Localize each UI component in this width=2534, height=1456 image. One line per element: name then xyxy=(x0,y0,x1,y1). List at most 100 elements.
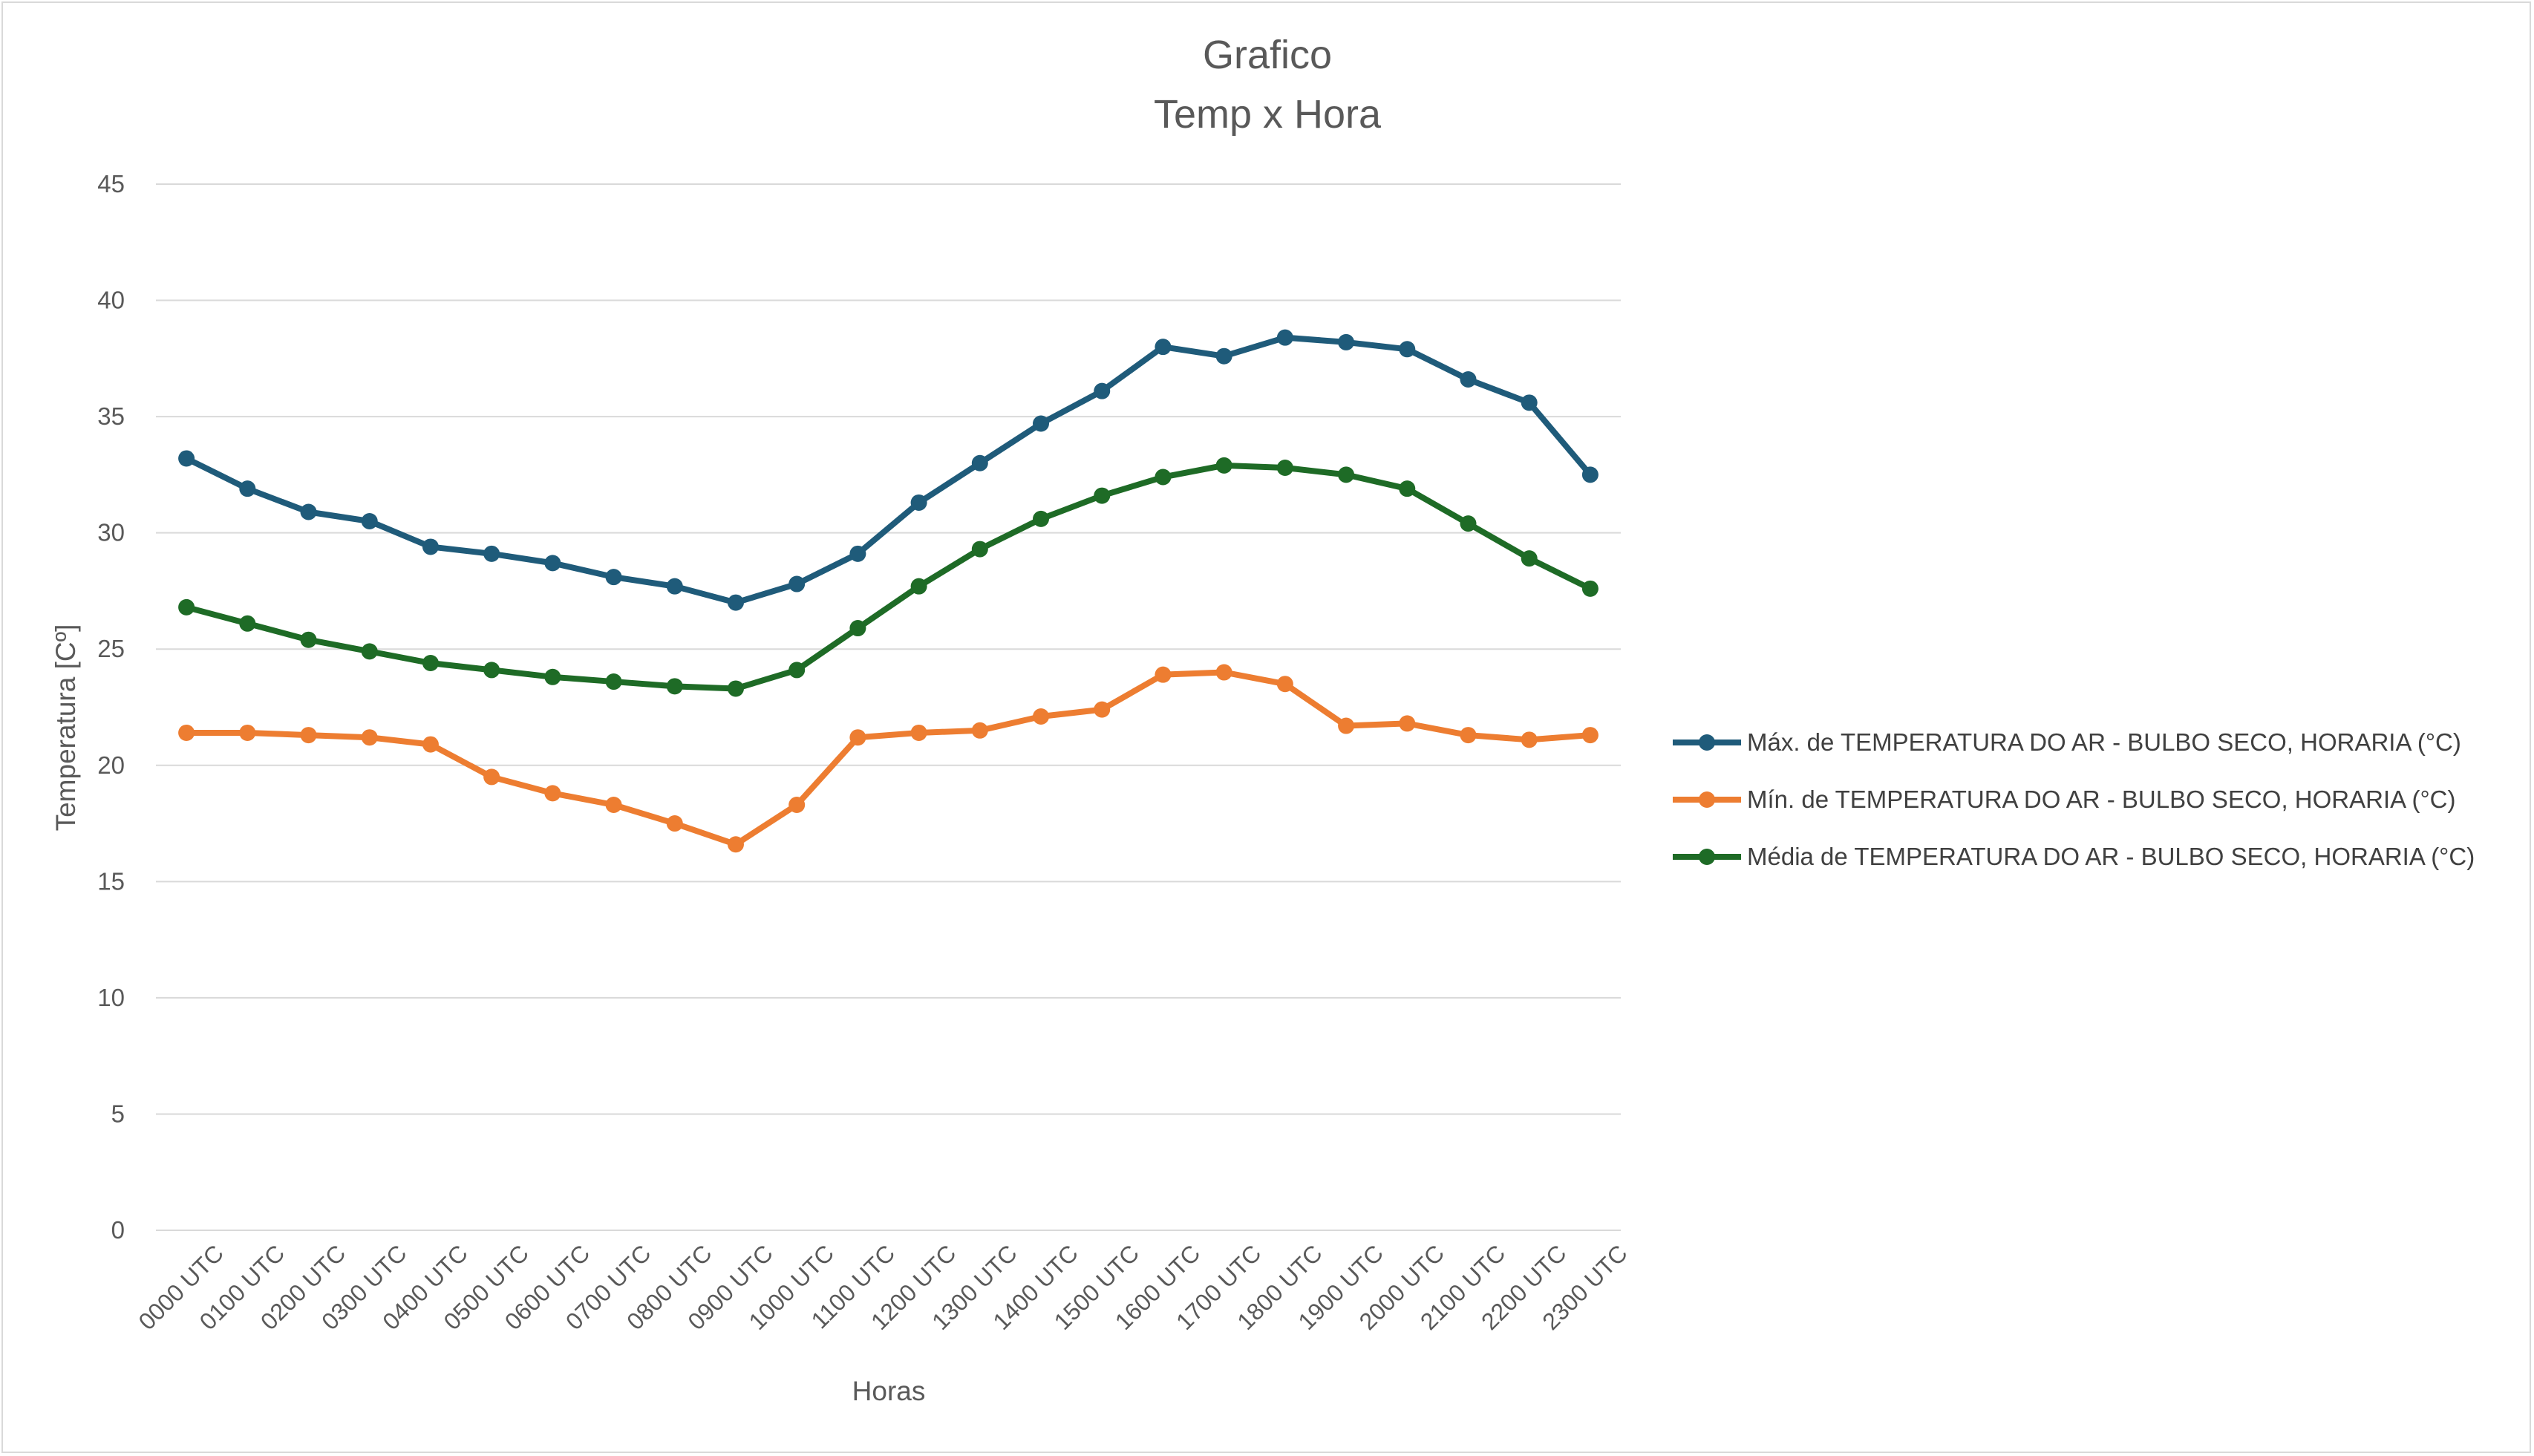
series-0 xyxy=(178,329,1599,611)
legend-item: Máx. de TEMPERATURA DO AR - BULBO SECO, … xyxy=(1673,728,2461,756)
data-point xyxy=(1033,708,1050,725)
series-line xyxy=(183,334,1593,606)
legend-marker xyxy=(1699,734,1715,751)
data-point xyxy=(1215,664,1232,681)
data-point xyxy=(1521,731,1538,748)
data-point xyxy=(178,450,195,467)
data-point xyxy=(422,736,439,753)
data-point xyxy=(483,768,500,786)
data-point xyxy=(971,541,988,558)
data-point xyxy=(666,678,683,695)
data-point xyxy=(422,538,439,555)
data-point xyxy=(849,545,866,562)
data-point xyxy=(1276,329,1293,346)
data-point xyxy=(727,680,744,697)
data-point xyxy=(361,729,378,746)
data-point xyxy=(544,785,561,802)
data-point xyxy=(1033,510,1050,527)
data-point xyxy=(239,724,256,741)
y-tick-label: 30 xyxy=(97,519,125,546)
legend: Máx. de TEMPERATURA DO AR - BULBO SECO, … xyxy=(1673,728,2475,870)
data-point xyxy=(1581,580,1599,597)
data-point xyxy=(1460,515,1477,532)
data-point xyxy=(239,615,256,632)
data-point xyxy=(1094,701,1111,718)
data-point xyxy=(1215,457,1232,474)
data-point xyxy=(1521,394,1538,411)
data-point xyxy=(544,668,561,685)
data-point xyxy=(1215,347,1232,365)
data-point xyxy=(178,724,195,741)
data-point xyxy=(1094,487,1111,504)
data-point xyxy=(849,729,866,746)
data-point xyxy=(178,598,195,616)
legend-label: Mín. de TEMPERATURA DO AR - BULBO SECO, … xyxy=(1747,786,2456,813)
data-point xyxy=(1338,333,1355,350)
data-point xyxy=(1581,466,1599,483)
data-point xyxy=(788,662,806,679)
data-point xyxy=(1155,339,1172,356)
y-tick-label: 35 xyxy=(97,402,125,430)
data-point xyxy=(1276,459,1293,476)
y-tick-label: 10 xyxy=(97,984,125,1011)
legend-item: Média de TEMPERATURA DO AR - BULBO SECO,… xyxy=(1673,843,2475,870)
data-point xyxy=(422,655,439,672)
legend-marker xyxy=(1699,791,1715,808)
data-point xyxy=(1094,382,1111,399)
data-point xyxy=(666,578,683,595)
data-point xyxy=(239,480,256,497)
data-point xyxy=(483,662,500,679)
y-tick-label: 40 xyxy=(97,287,125,314)
data-point xyxy=(605,569,622,586)
data-point xyxy=(605,797,622,814)
data-point xyxy=(1460,371,1477,388)
chart-title: Grafico xyxy=(1203,33,1332,77)
data-point xyxy=(605,673,622,691)
data-point xyxy=(971,454,988,471)
data-point xyxy=(849,620,866,637)
legend-label: Máx. de TEMPERATURA DO AR - BULBO SECO, … xyxy=(1747,728,2461,756)
gridlines xyxy=(156,183,1621,1231)
y-axis-ticks: 0 5 10 15 20 25 30 35 40 45 xyxy=(97,170,125,1244)
data-point xyxy=(361,513,378,530)
data-point xyxy=(910,724,927,741)
legend-marker xyxy=(1699,849,1715,865)
y-tick-label: 25 xyxy=(97,635,125,662)
x-axis-label: Horas xyxy=(852,1376,926,1406)
data-point xyxy=(1155,469,1172,486)
data-point xyxy=(1521,550,1538,567)
data-point xyxy=(300,727,317,744)
data-point xyxy=(1033,415,1050,432)
data-point xyxy=(483,545,500,562)
data-point xyxy=(1460,727,1477,744)
chart-subtitle: Temp x Hora xyxy=(1154,92,1382,137)
data-point xyxy=(971,722,988,739)
data-point xyxy=(910,578,927,595)
series-line xyxy=(183,462,1593,692)
data-point xyxy=(666,815,683,832)
legend-item: Mín. de TEMPERATURA DO AR - BULBO SECO, … xyxy=(1673,786,2456,813)
data-point xyxy=(727,836,744,853)
y-tick-label: 45 xyxy=(97,170,125,197)
data-point xyxy=(544,555,561,572)
series-1 xyxy=(178,664,1599,853)
y-tick-label: 15 xyxy=(97,867,125,895)
data-point xyxy=(300,631,317,648)
data-point xyxy=(1276,676,1293,693)
legend-label: Média de TEMPERATURA DO AR - BULBO SECO,… xyxy=(1747,843,2475,870)
data-point xyxy=(1399,341,1416,358)
data-point xyxy=(1399,715,1416,732)
y-tick-label: 5 xyxy=(111,1100,125,1127)
series-2 xyxy=(178,457,1599,697)
series-line xyxy=(183,669,1593,848)
y-axis-label: Temperatura [Cº] xyxy=(50,624,81,832)
data-point xyxy=(1338,717,1355,734)
data-point xyxy=(910,494,927,511)
data-point xyxy=(1581,727,1599,744)
data-point xyxy=(727,594,744,611)
data-point xyxy=(1155,666,1172,683)
data-point xyxy=(1338,466,1355,483)
